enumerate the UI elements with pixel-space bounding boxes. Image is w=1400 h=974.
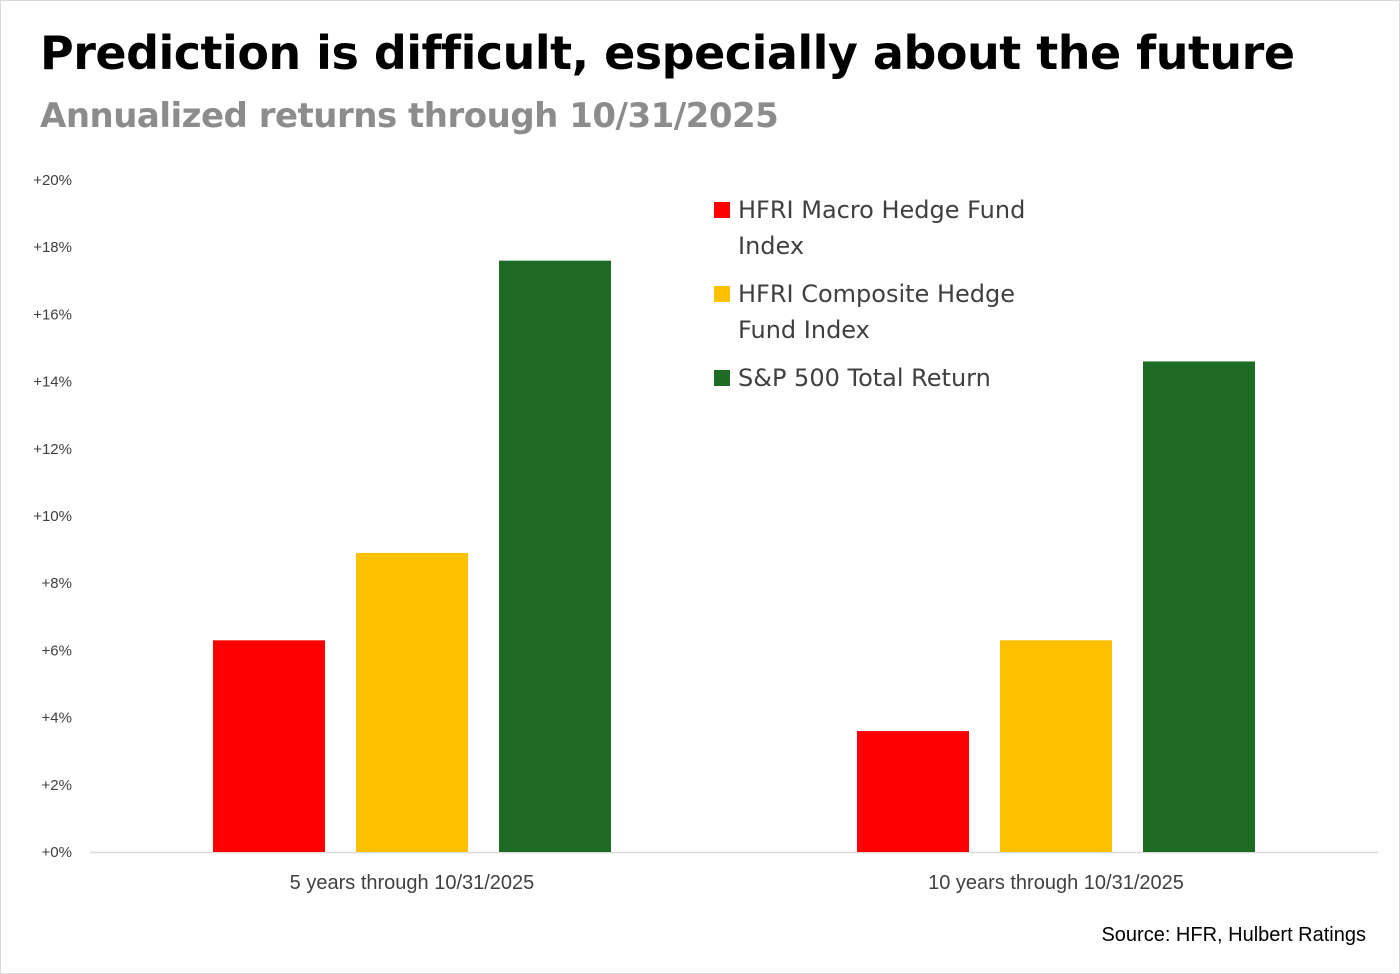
y-tick-label: +12% bbox=[33, 441, 72, 458]
bar bbox=[857, 731, 969, 852]
legend-swatch-sp500 bbox=[714, 370, 730, 386]
legend-swatch-composite bbox=[714, 286, 730, 302]
y-tick-label: +18% bbox=[33, 239, 72, 256]
y-tick-label: +6% bbox=[42, 642, 72, 659]
chart-title: Prediction is difficult, especially abou… bbox=[40, 26, 1295, 80]
y-tick-label: +10% bbox=[33, 508, 72, 525]
y-tick-label: +8% bbox=[42, 575, 72, 592]
bar bbox=[1143, 361, 1255, 852]
chart-legend: HFRI Macro Hedge Fund Index HFRI Composi… bbox=[714, 192, 1054, 408]
x-category-label: 10 years through 10/31/2025 bbox=[928, 872, 1184, 894]
bar bbox=[1000, 640, 1112, 852]
legend-item-sp500: S&P 500 Total Return bbox=[714, 360, 1054, 396]
source-note: Source: HFR, Hulbert Ratings bbox=[1101, 924, 1366, 946]
legend-item-composite: HFRI Composite Hedge Fund Index bbox=[714, 276, 1054, 348]
y-tick-label: +20% bbox=[33, 172, 72, 189]
bar bbox=[356, 552, 468, 852]
legend-item-macro: HFRI Macro Hedge Fund Index bbox=[714, 192, 1054, 264]
chart-subtitle: Annualized returns through 10/31/2025 bbox=[40, 96, 779, 136]
bar bbox=[499, 260, 611, 852]
legend-swatch-macro bbox=[714, 202, 730, 218]
y-tick-label: +14% bbox=[33, 374, 72, 391]
y-tick-label: +16% bbox=[33, 306, 72, 323]
y-tick-label: +2% bbox=[42, 777, 72, 794]
bar bbox=[213, 640, 325, 852]
legend-label-macro: HFRI Macro Hedge Fund Index bbox=[738, 196, 1026, 260]
legend-label-sp500: S&P 500 Total Return bbox=[738, 364, 991, 392]
x-category-label: 5 years through 10/31/2025 bbox=[290, 872, 535, 894]
y-tick-label: +4% bbox=[42, 710, 72, 727]
legend-label-composite: HFRI Composite Hedge Fund Index bbox=[738, 280, 1015, 344]
y-tick-label: +0% bbox=[42, 844, 72, 861]
